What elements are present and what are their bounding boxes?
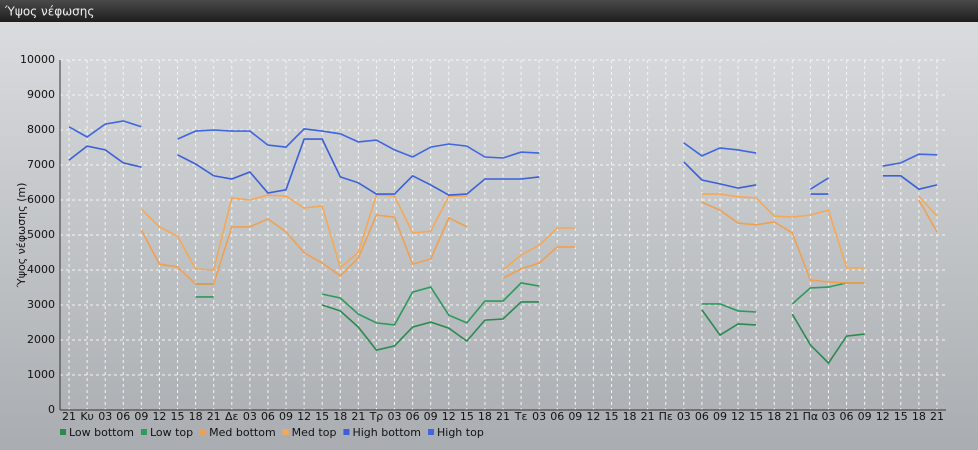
x-tick-label: 03 xyxy=(98,410,112,423)
title-bar xyxy=(0,0,978,22)
x-tick-label: 15 xyxy=(315,410,329,423)
y-tick-label: 6000 xyxy=(27,193,55,206)
y-tick-label: 10000 xyxy=(20,53,55,66)
x-tick-label: 03 xyxy=(821,410,835,423)
x-tick-label: 09 xyxy=(858,410,872,423)
x-tick-label: 21 xyxy=(641,410,655,423)
legend-swatch xyxy=(200,429,207,435)
y-tick-label: 1000 xyxy=(27,368,55,381)
x-tick-label: 18 xyxy=(623,410,637,423)
x-tick-label: 15 xyxy=(749,410,763,423)
x-tick-label: 15 xyxy=(604,410,618,423)
y-tick-label: 3000 xyxy=(27,298,55,311)
x-tick-label: 15 xyxy=(894,410,908,423)
series-line xyxy=(140,193,938,271)
legend-swatch xyxy=(428,429,434,435)
x-tick-label: 09 xyxy=(713,410,727,423)
y-tick-label: 9000 xyxy=(27,88,55,101)
x-tick-label: 21 xyxy=(785,410,799,423)
x-tick-label: 12 xyxy=(297,410,311,423)
x-tick-label: 21 xyxy=(496,410,510,423)
x-tick-label: 18 xyxy=(478,410,492,423)
x-tick-label: 03 xyxy=(532,410,546,423)
y-axis-label: Ύψος νέφωσης (m) xyxy=(15,183,28,289)
y-tick-label: 5000 xyxy=(27,228,55,241)
legend-label: Med bottom xyxy=(209,426,276,439)
x-tick-label: 09 xyxy=(424,410,438,423)
series-line xyxy=(140,199,938,285)
x-tick-label: 21 xyxy=(62,410,76,423)
x-tick-label: 09 xyxy=(134,410,148,423)
x-tick-label: 15 xyxy=(460,410,474,423)
series-line xyxy=(68,138,938,196)
legend-swatch xyxy=(60,429,66,435)
legend-label: High top xyxy=(437,426,484,439)
x-tick-label: 06 xyxy=(116,410,130,423)
y-tick-label: 8000 xyxy=(27,123,55,136)
x-tick-label: 15 xyxy=(171,410,185,423)
y-tick-label: 2000 xyxy=(27,333,55,346)
y-tick-label: 7000 xyxy=(27,158,55,171)
legend-label: Low top xyxy=(150,426,193,439)
x-tick-label: 06 xyxy=(406,410,420,423)
x-tick-label: 12 xyxy=(876,410,890,423)
x-tick-label: Πα xyxy=(803,410,819,423)
x-tick-label: 18 xyxy=(767,410,781,423)
x-tick-label: 06 xyxy=(695,410,709,423)
x-tick-label: 06 xyxy=(840,410,854,423)
y-tick-label: 4000 xyxy=(27,263,55,276)
x-tick-label: Πε xyxy=(659,410,673,423)
legend-label: High bottom xyxy=(352,426,421,439)
x-tick-label: Κυ xyxy=(80,410,94,423)
legend-label: Med top xyxy=(292,426,337,439)
x-tick-label: 03 xyxy=(388,410,402,423)
chart-title: Ύψος νέφωσης xyxy=(4,5,94,19)
x-tick-label: 06 xyxy=(550,410,564,423)
x-tick-label: 12 xyxy=(731,410,745,423)
x-tick-label: 12 xyxy=(442,410,456,423)
x-tick-label: 18 xyxy=(333,410,347,423)
legend-label: Low bottom xyxy=(69,426,134,439)
legend-swatch xyxy=(282,429,289,435)
x-tick-label: 21 xyxy=(207,410,221,423)
x-tick-label: 12 xyxy=(586,410,600,423)
x-tick-label: 06 xyxy=(261,410,275,423)
x-tick-label: Τρ xyxy=(369,410,384,423)
legend-swatch xyxy=(343,429,350,435)
series-line xyxy=(195,282,865,326)
x-tick-label: Τε xyxy=(514,410,528,423)
x-tick-label: 03 xyxy=(243,410,257,423)
x-tick-label: 18 xyxy=(912,410,926,423)
x-tick-label: 09 xyxy=(568,410,582,423)
x-tick-label: 12 xyxy=(152,410,166,423)
series-line xyxy=(68,120,938,190)
y-tick-label: 0 xyxy=(48,403,55,416)
legend-swatch xyxy=(140,429,147,435)
x-tick-label: 21 xyxy=(930,410,944,423)
x-tick-label: 21 xyxy=(351,410,365,423)
x-tick-label: Δε xyxy=(225,410,239,423)
x-tick-label: 18 xyxy=(189,410,203,423)
x-tick-label: 03 xyxy=(677,410,691,423)
x-tick-label: 09 xyxy=(279,410,293,423)
